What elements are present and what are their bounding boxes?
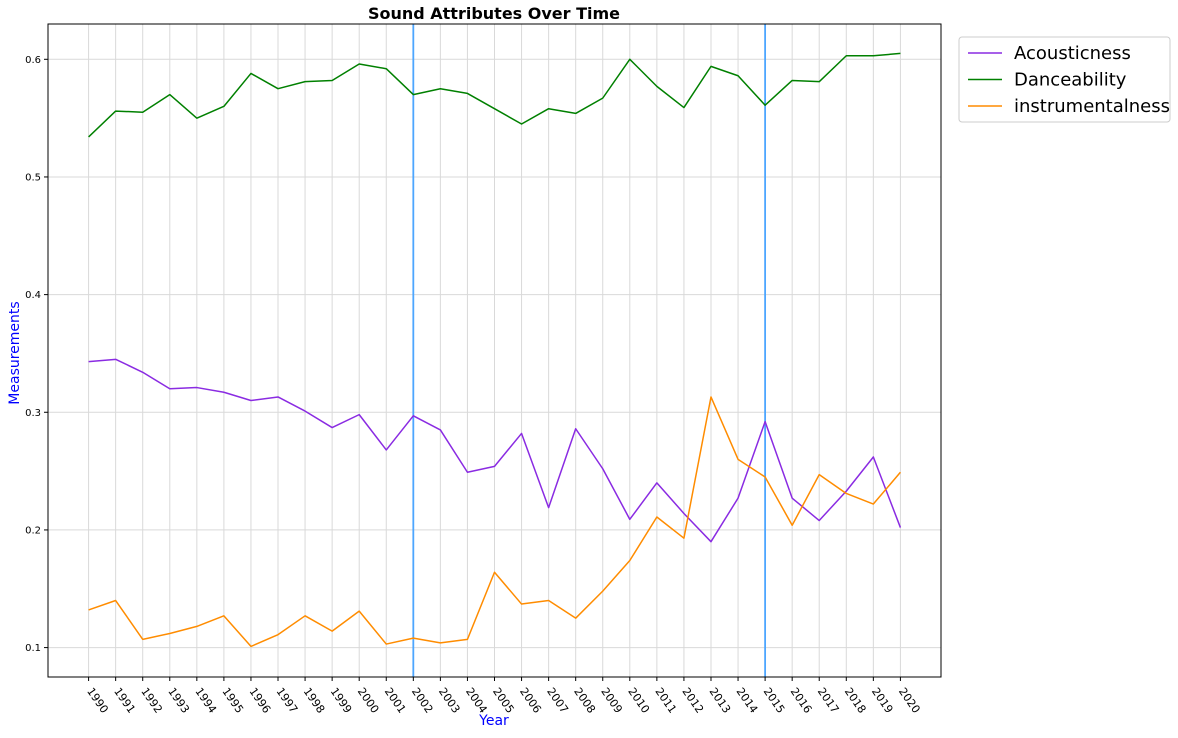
y-tick-label: 0.4: [25, 290, 41, 301]
legend-frame: [958, 36, 1171, 123]
y-tick-label: 0.1: [25, 643, 41, 654]
series-group: [88, 52, 902, 648]
series-line-acousticness: [88, 358, 902, 543]
y-axis: 0.1 0.2 0.3 0.4 0.5 0.6: [25, 55, 48, 654]
legend-label: Acousticness: [1014, 43, 1131, 64]
chart-title: Sound Attributes Over Time: [368, 4, 620, 23]
legend: Acousticness Danceability instrumentalness: [958, 36, 1171, 123]
y-tick-label: 0.6: [25, 55, 41, 66]
y-tick-label: 0.5: [25, 172, 41, 183]
legend-label: instrumentalness: [1014, 96, 1170, 117]
y-tick-label: 0.2: [25, 525, 41, 536]
grid-lines: [48, 24, 941, 677]
x-axis-label: Year: [478, 713, 509, 729]
reference-lines: [412, 24, 767, 677]
y-tick-label: 0.3: [25, 408, 41, 419]
series-line-danceability: [88, 52, 901, 138]
y-axis-label: Measurements: [7, 301, 23, 404]
series-line-instrumentalness: [88, 396, 901, 648]
legend-label: Danceability: [1014, 70, 1127, 91]
